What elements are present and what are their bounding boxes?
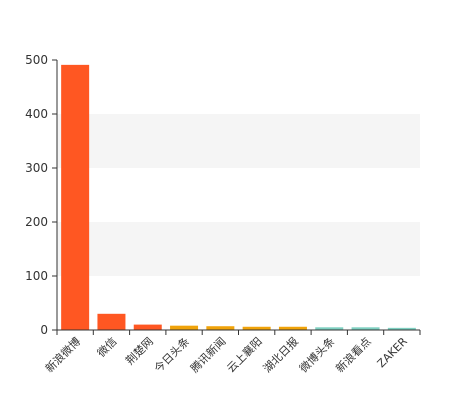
y-tick-label: 0 [40, 323, 48, 337]
x-tick-label: 新浪微博 [42, 334, 83, 375]
x-tick-label: 今日头条 [151, 334, 192, 375]
x-tick-label: 云上襄阳 [224, 334, 265, 375]
y-tick-label: 300 [25, 161, 48, 175]
bar [170, 325, 199, 330]
x-tick-label: 微信 [94, 334, 119, 359]
bar-series [61, 64, 416, 331]
grid-bands [57, 114, 420, 276]
x-tick-label: 湖北日报 [260, 334, 301, 375]
bar [315, 327, 344, 330]
y-tick-label: 200 [25, 215, 48, 229]
x-tick-label: 荆楚网 [123, 334, 156, 367]
bar [242, 326, 271, 330]
grid-band [57, 222, 420, 276]
x-tick-label: ZAKER [375, 335, 411, 371]
y-tick-label: 500 [25, 53, 48, 67]
x-tick-label: 腾讯新闻 [187, 334, 228, 375]
x-tick-label: 微博头条 [296, 334, 337, 375]
grid-band [57, 114, 420, 168]
y-tick-label: 100 [25, 269, 48, 283]
bar [351, 327, 380, 330]
bar [387, 327, 416, 330]
bar [133, 324, 162, 330]
bar [206, 326, 235, 330]
bar [278, 326, 307, 330]
bar [97, 313, 126, 330]
y-axis-ticks: 0 100 200 300 400 500 [25, 53, 57, 337]
axes [56, 60, 420, 331]
bar [61, 64, 90, 331]
x-tick-label: 新浪看点 [333, 334, 374, 375]
y-tick-label: 400 [25, 107, 48, 121]
